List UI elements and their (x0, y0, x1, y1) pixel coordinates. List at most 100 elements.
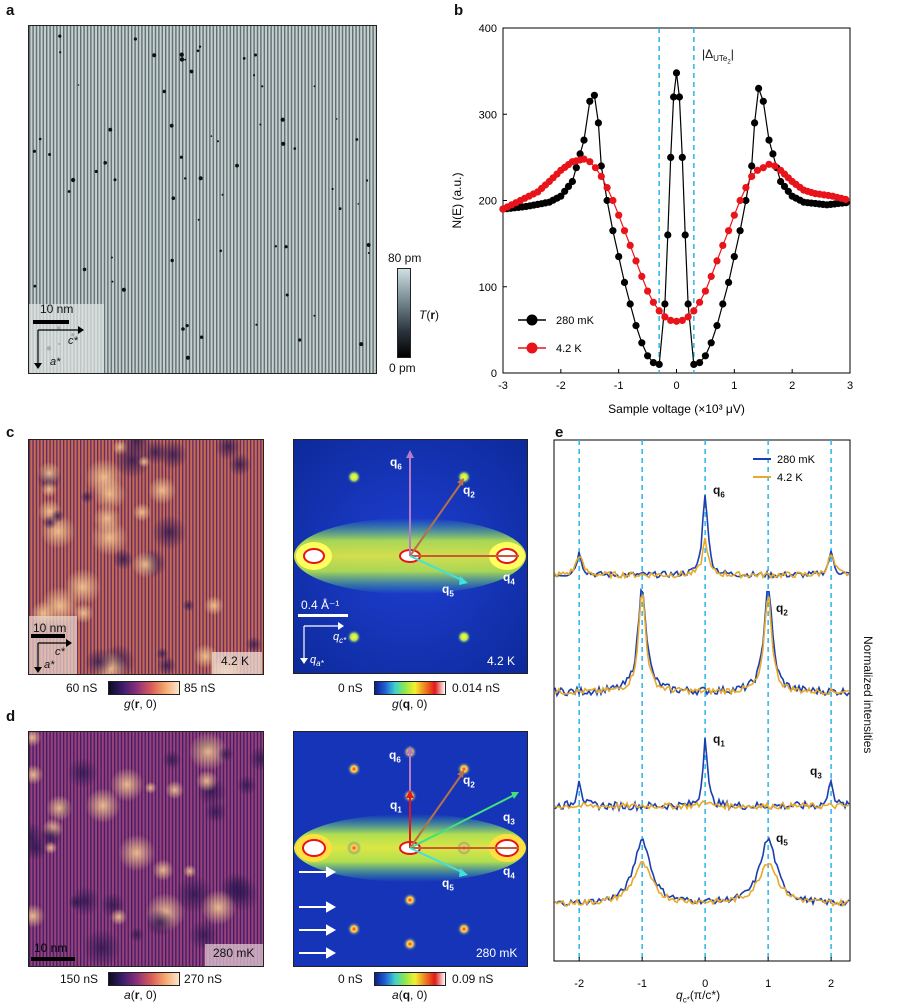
dos-data-point (730, 211, 738, 219)
topograph-defect (293, 147, 297, 150)
dos-data-point (736, 227, 744, 235)
conductance-texture-blob (158, 440, 188, 470)
a-scalebar-label: 10 nm (40, 302, 74, 316)
conductance-texture-blob (93, 504, 121, 533)
fourier-bragg-spot (403, 893, 417, 907)
andreev-texture-blob (110, 908, 128, 926)
x-tick-label: 0 (702, 978, 708, 990)
topograph-defect (38, 137, 42, 141)
dos-data-point (632, 257, 640, 265)
topograph-defect (171, 196, 176, 200)
andreev-texture-blob (152, 859, 174, 881)
d-right-temp: 280 mK (476, 946, 518, 960)
dos-ylabel: N(E) (a.u.) (450, 172, 464, 228)
topograph-defect (184, 177, 187, 180)
y-tick-label: 0 (491, 368, 497, 380)
andreev-texture-blob (67, 757, 98, 789)
topograph-defect (169, 123, 174, 128)
topograph-defect (94, 169, 98, 174)
topograph-defect (103, 161, 107, 165)
topograph-defect (357, 203, 360, 205)
c-left-axis-c: c* (55, 646, 65, 658)
dos-data-point (626, 241, 634, 249)
andreev-texture-blob (248, 746, 263, 772)
dos-xlabel: Sample voltage (×10³ μV) (608, 402, 745, 416)
andreev-texture-blob (188, 732, 228, 772)
e-q1-label: q1 (713, 732, 725, 749)
topograph-defect (58, 34, 62, 38)
topograph-defect (366, 179, 369, 182)
c-q5-label: q5 (442, 582, 454, 599)
andreev-texture-blob (196, 770, 218, 792)
c-left-cb-label: g(r, 0) (124, 697, 157, 711)
conductance-texture-blob (156, 647, 169, 661)
andreev-map-d (28, 731, 264, 967)
conductance-texture-blob (156, 655, 177, 674)
d-q3-label: q3 (503, 810, 515, 827)
conductance-texture-blob (245, 636, 263, 653)
y-tick-label: 400 (479, 23, 497, 35)
c-left-colorbar (108, 681, 180, 695)
dos-data-point (564, 182, 573, 190)
fourier-bragg-spot (347, 841, 361, 855)
andreev-texture-blob (29, 904, 45, 928)
c-left-temp: 4.2 K (221, 654, 250, 668)
topograph-defect (32, 149, 36, 153)
x-tick-label: -2 (556, 380, 566, 392)
dos-data-point (753, 166, 762, 174)
x-tick-label: 0 (673, 380, 679, 392)
linecut-q1-42k (554, 800, 850, 811)
dos-data-point (765, 136, 773, 144)
dos-data-point (759, 164, 767, 172)
dos-data-point (736, 196, 744, 205)
panel-letter-d: d (6, 708, 16, 725)
x-tick-label: -1 (637, 978, 647, 990)
topograph-defect (185, 324, 189, 328)
c-right-axis-g-sub: a* (316, 659, 324, 669)
a-colorbar-label: T(r) (419, 308, 440, 322)
c-right-axis-g-text: q (310, 654, 317, 666)
gap-label: |ΔUTe2| (702, 47, 734, 66)
dos-data-point (615, 211, 623, 219)
topograph-defect (285, 293, 289, 297)
andreev-texture-blob (165, 780, 185, 800)
topograph-defect (113, 178, 117, 182)
conductance-texture-blob (41, 481, 58, 498)
y-tick-label: 200 (479, 196, 497, 208)
legend-label: 4.2 K (556, 343, 582, 355)
topograph-defect (255, 323, 258, 326)
topograph-defect (284, 245, 288, 249)
c-q4-label: q4 (503, 570, 515, 587)
topograph-defect (185, 355, 190, 360)
conductance-texture-blob (204, 595, 224, 616)
d-left-scalebar (31, 957, 75, 961)
conductance-texture-blob (214, 440, 242, 461)
dos-data-point (675, 93, 683, 101)
linecut-chart: -2 -1 0 1 2 280 mK 4.2 K (553, 439, 851, 990)
topograph-defect (170, 258, 174, 263)
dos-data-point (725, 227, 733, 235)
a-axis-a-label: a* (50, 356, 61, 368)
a-colorbar-bottom: 0 pm (389, 361, 416, 375)
conductance-texture-blob (151, 514, 187, 551)
d-left-scalebar-label: 10 nm (34, 941, 68, 955)
topograph-defect (217, 140, 219, 143)
topograph-defect (335, 118, 338, 120)
topograph-defect (280, 117, 285, 122)
andreev-texture-blob (46, 795, 73, 822)
andreev-texture-blob (129, 927, 145, 943)
topograph-defect (359, 342, 364, 347)
andreev-texture-blob (145, 908, 174, 937)
topograph-defect (313, 314, 316, 317)
andreev-map-d-svg (29, 732, 263, 966)
dos-data-point (725, 278, 733, 286)
linecut-q1-280mk (554, 737, 850, 813)
gap-label-sub: UTe (713, 54, 728, 64)
c-right-axis-q-sub: c* (339, 636, 347, 646)
andreev-texture-blob (44, 841, 58, 855)
dos-data-point (672, 317, 681, 325)
dos-data-point (632, 322, 640, 330)
topograph-defect (274, 245, 277, 248)
fourier-bragg-spot (457, 922, 471, 936)
dos-chart: -3 -2 -1 0 1 2 3 0 100 200 300 400 Sample voltage (×… (450, 23, 853, 416)
